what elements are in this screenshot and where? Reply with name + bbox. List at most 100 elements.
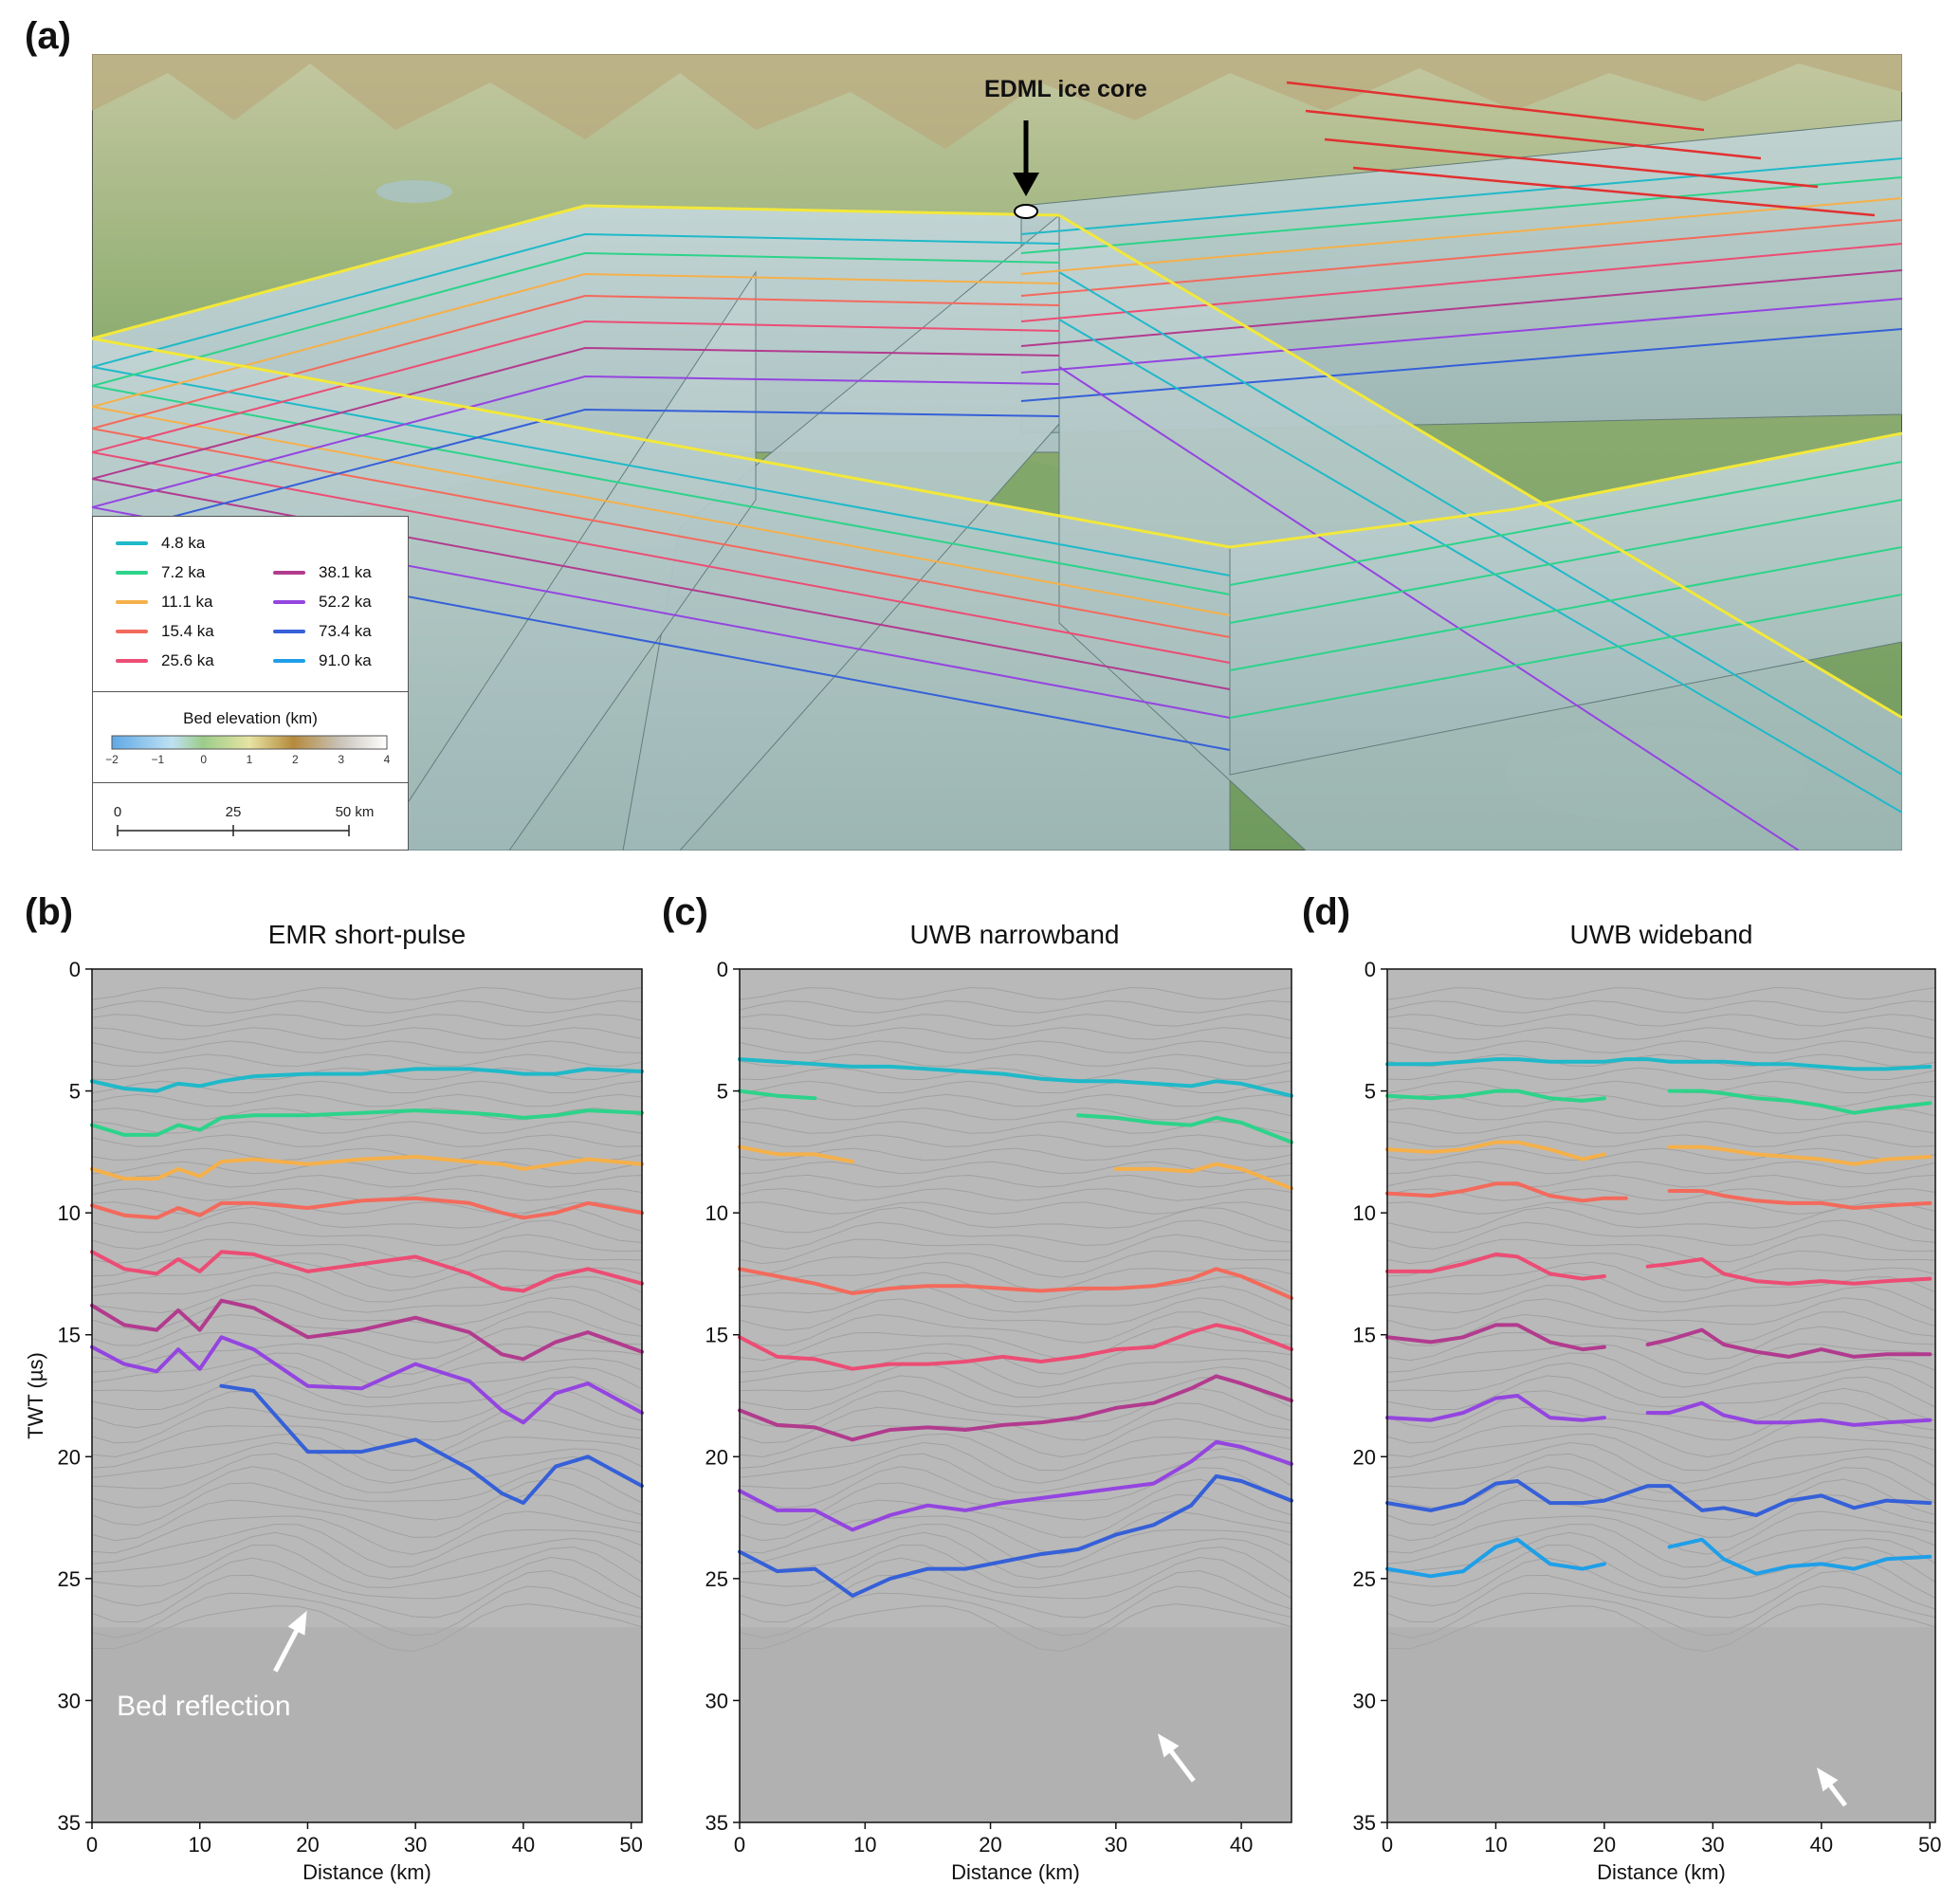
colorbar-title: Bed elevation (km) xyxy=(183,709,318,727)
plot-frame xyxy=(91,968,643,1823)
legend-item: 15.4 ka xyxy=(116,622,214,641)
colorbar-tick-label: 2 xyxy=(291,753,299,766)
isochrone-line xyxy=(738,1144,854,1164)
panel-d-title: UWB wideband xyxy=(1569,920,1753,949)
y-tick-label: 30 xyxy=(1353,1689,1376,1712)
isochrone-line xyxy=(1385,1252,1606,1281)
y-tick-label: 15 xyxy=(705,1324,728,1347)
x-tick-label: 20 xyxy=(979,1833,1001,1857)
colorbar-tick-label: 4 xyxy=(383,753,391,766)
isochrone-line xyxy=(738,1323,1293,1371)
y-tick-label: 5 xyxy=(1365,1080,1376,1104)
isochrone-line xyxy=(90,1067,644,1093)
isochrone-layers xyxy=(92,157,1902,851)
y-tick-label: 0 xyxy=(717,958,728,981)
y-tick-label: 35 xyxy=(705,1811,728,1835)
legend-swatch xyxy=(116,571,148,575)
scale-tick-25: 25 xyxy=(225,804,242,820)
panel-label-d: (d) xyxy=(1302,891,1351,933)
isochrone-line xyxy=(1645,1257,1933,1286)
scale-bar-svg xyxy=(117,825,350,836)
legend-swatch xyxy=(273,630,305,633)
x-tick-label: 40 xyxy=(1230,1833,1253,1857)
legend-label: 38.1 ka xyxy=(319,563,372,581)
legend-swatch xyxy=(116,600,148,604)
legend-swatch xyxy=(116,541,148,545)
legend-item: 7.2 ka xyxy=(116,563,205,582)
plot-frame xyxy=(739,968,1292,1823)
panel-b-title: EMR short-pulse xyxy=(267,920,467,949)
isochrone-line xyxy=(738,1267,1293,1301)
below-bed-noise xyxy=(92,1627,642,1822)
scale-tick-0: 0 xyxy=(113,804,122,820)
internal-layering-texture xyxy=(1386,986,1936,1653)
below-bed-noise xyxy=(740,1627,1291,1822)
x-tick-label: 0 xyxy=(86,1833,98,1857)
legend-swatch xyxy=(273,659,305,663)
scale-tick-50: 50 km xyxy=(335,804,375,820)
legend-label: 91.0 ka xyxy=(319,651,372,669)
colorbar-tick-label: 3 xyxy=(338,753,344,766)
bed-arrow-head xyxy=(1157,1733,1180,1758)
plot-frame xyxy=(1386,968,1936,1823)
y-tick-label: 25 xyxy=(1353,1567,1376,1591)
isochrone-line xyxy=(738,1374,1293,1442)
isochrone-line xyxy=(90,1250,644,1293)
legend-label: 15.4 ka xyxy=(161,622,214,640)
y-tick-label: 15 xyxy=(58,1324,81,1347)
isochrone-line xyxy=(1645,1327,1933,1359)
isochrone-line xyxy=(1385,1057,1933,1071)
x-tick-label: 10 xyxy=(188,1833,211,1857)
isochrone-line xyxy=(1667,1189,1933,1210)
x-axis-label: Distance (km) xyxy=(951,1860,1080,1884)
y-tick-label: 25 xyxy=(58,1567,81,1591)
isochrone-line xyxy=(1076,1113,1293,1144)
x-axis-label: Distance (km) xyxy=(1597,1860,1726,1884)
isochrone-line xyxy=(219,1383,644,1506)
legend-items: 4.8 ka 7.2 ka 11.1 ka 15.4 ka 25.6 ka 38.1 ka… xyxy=(93,517,410,691)
bed-arrow-head xyxy=(287,1610,307,1636)
y-tick-label: 35 xyxy=(58,1811,81,1835)
ice-core-arrow-head xyxy=(1013,173,1039,196)
isochrone-line xyxy=(1385,1537,1606,1579)
x-tick-label: 10 xyxy=(853,1833,876,1857)
y-tick-label: 10 xyxy=(705,1201,728,1225)
isochrone-line xyxy=(738,1089,817,1101)
ice-core-annotation: EDML ice core xyxy=(984,76,1147,102)
colorbar-tick-label: 0 xyxy=(200,753,207,766)
legend-item: 91.0 ka xyxy=(273,651,372,670)
y-tick-label: 20 xyxy=(705,1445,728,1469)
x-tick-label: 40 xyxy=(512,1833,535,1857)
isochrone-line xyxy=(90,1335,644,1425)
isochrone-line xyxy=(738,1473,1293,1598)
x-axis-label: Distance (km) xyxy=(302,1860,431,1884)
y-tick-label: 25 xyxy=(705,1567,728,1591)
flight-lines xyxy=(92,204,1902,720)
colorbar-tick-label: −2 xyxy=(105,753,119,766)
x-tick-label: 30 xyxy=(1701,1833,1724,1857)
x-tick-label: 10 xyxy=(1484,1833,1507,1857)
x-tick-label: 30 xyxy=(1105,1833,1127,1857)
red-flight-lines xyxy=(1286,81,1876,217)
bed-reflection-label: Bed reflection xyxy=(117,1691,290,1722)
isochrone-line xyxy=(1385,1479,1933,1517)
isochrone-line xyxy=(90,1298,644,1362)
legend-item: 4.8 ka xyxy=(116,534,205,553)
bed-elevation-colorbar: Bed elevation (km) −2 −1 0 1 2 3 4 xyxy=(93,691,408,783)
x-tick-label: 50 xyxy=(1918,1833,1941,1857)
colorbar-tick-label: −1 xyxy=(151,753,165,766)
panel-c-title: UWB narrowband xyxy=(909,920,1120,949)
y-tick-label: 10 xyxy=(1353,1201,1376,1225)
isochrone-line xyxy=(90,1155,644,1181)
legend-item: 11.1 ka xyxy=(116,593,213,612)
y-tick-label: 20 xyxy=(58,1445,81,1469)
legend-label: 7.2 ka xyxy=(161,563,206,581)
x-tick-label: 40 xyxy=(1810,1833,1833,1857)
internal-layering-texture xyxy=(91,986,643,1653)
panel-label-a: (a) xyxy=(25,15,71,57)
below-bed-noise xyxy=(1387,1627,1935,1822)
legend-label: 73.4 ka xyxy=(319,622,372,640)
legend-swatch xyxy=(116,630,148,633)
